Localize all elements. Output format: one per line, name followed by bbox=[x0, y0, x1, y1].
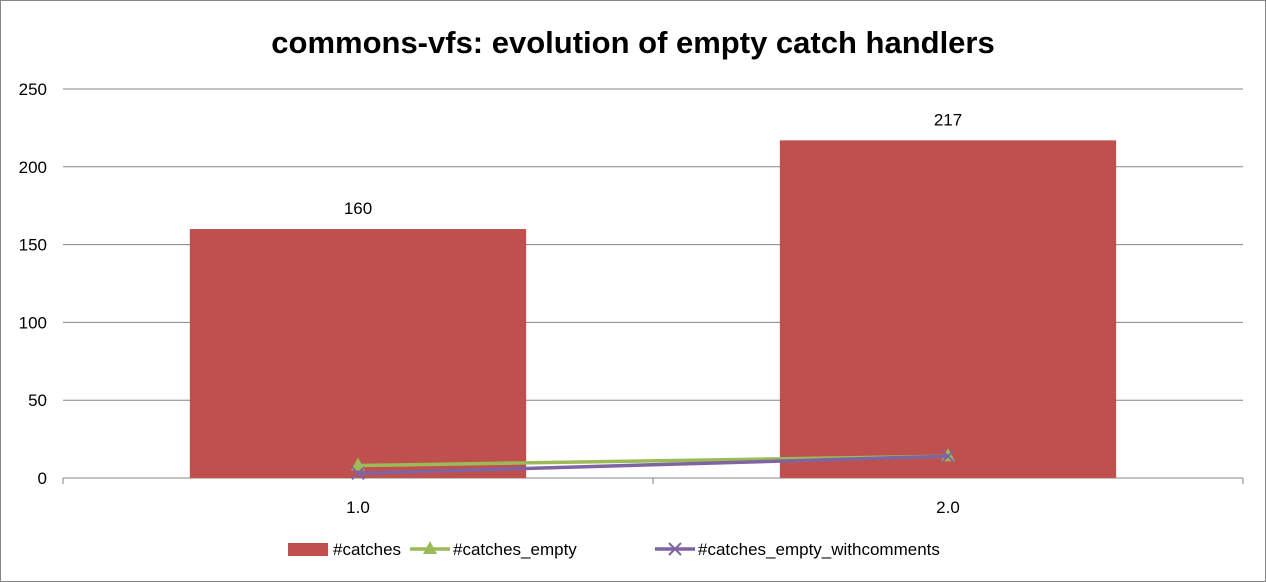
bar-catches bbox=[189, 229, 527, 478]
y-tick-label: 250 bbox=[19, 80, 47, 99]
y-tick-label: 100 bbox=[19, 313, 47, 332]
y-tick-label: 200 bbox=[19, 158, 47, 177]
legend-label: #catches_empty bbox=[453, 540, 577, 559]
x-axis-ticks: 1.0 2.0 bbox=[62, 478, 1244, 517]
legend-marker-x bbox=[668, 542, 682, 556]
x-tick-label: 1.0 bbox=[346, 498, 370, 517]
series-line bbox=[357, 454, 949, 476]
point-marker-triangle bbox=[351, 457, 365, 471]
y-axis-ticks: 0 50 100 150 200 250 bbox=[19, 80, 47, 488]
y-tick-label: 50 bbox=[28, 391, 47, 410]
chart-title: commons-vfs: evolution of empty catch ha… bbox=[271, 25, 994, 60]
point-marker-x bbox=[941, 449, 955, 463]
bar-data-label: 217 bbox=[934, 110, 962, 129]
bar-data-label: 160 bbox=[344, 199, 372, 218]
x-tick-label: 2.0 bbox=[936, 498, 960, 517]
legend-label: #catches bbox=[333, 540, 401, 559]
legend: #catches #catches_empty #catches_empty_wit… bbox=[288, 540, 940, 559]
point-marker-x bbox=[351, 466, 365, 481]
legend-label: #catches_empty_withcomments bbox=[698, 540, 940, 559]
lines bbox=[351, 448, 955, 481]
y-tick-label: 0 bbox=[38, 469, 47, 488]
y-tick-label: 150 bbox=[19, 236, 47, 255]
bar-catches bbox=[779, 140, 1117, 478]
legend-swatch-bar bbox=[288, 543, 328, 556]
legend-marker-triangle bbox=[423, 541, 437, 554]
bars: 160 217 bbox=[189, 110, 1117, 478]
